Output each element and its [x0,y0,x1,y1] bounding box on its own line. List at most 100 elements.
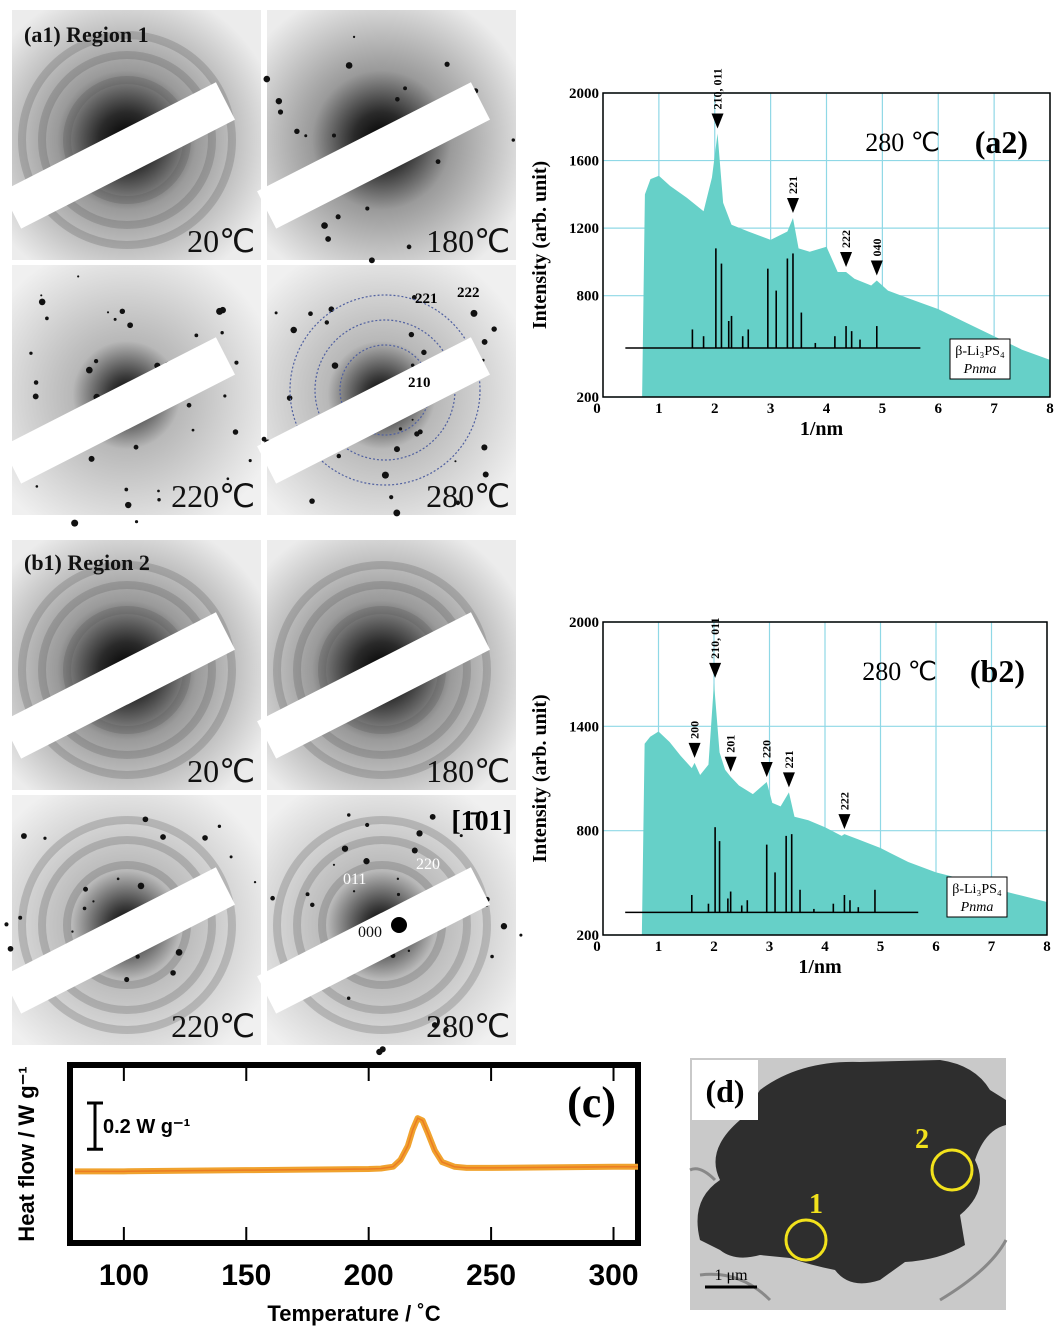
peak-label: 221 [786,176,800,194]
diffuse-ring [38,581,216,759]
beam-stop [2,337,235,484]
spot [455,500,461,506]
spot [454,460,457,463]
spot [482,471,489,478]
spot [331,133,337,138]
peak-label: 210, 011 [708,618,722,659]
spot [290,326,297,334]
y-axis-label: Intensity (arb. unit) [529,694,551,862]
spot [294,128,300,135]
spot [4,922,9,927]
spot [519,933,523,937]
spot [216,307,224,315]
area-label: 1 [809,1189,823,1220]
y-axis-label: Heat flow / W g⁻¹ [14,1066,39,1241]
support-film [689,1167,1008,1302]
x-tick-label: 2 [711,401,719,417]
spot [83,886,88,892]
peak-marker [711,113,724,129]
spot [500,923,508,930]
temperature-label: 180℃ [426,223,510,259]
temperature-label: 280℃ [426,478,510,514]
diffraction-image [257,795,523,1056]
spot [365,206,370,211]
x-axis-label: Temperature / ˚C [267,1301,440,1326]
spot-label: 220 [416,856,440,873]
spot [71,930,74,933]
beam-stop [257,337,490,484]
y-tick-label: 1400 [569,719,599,735]
x-tick-label: 4 [823,401,831,417]
spot [93,358,99,364]
spot [35,485,39,488]
spot [125,501,132,509]
beam-stop [2,82,235,229]
spot [232,429,239,435]
panel-label: (a2) [975,124,1028,160]
peak-marker [782,772,795,788]
diffuse-ring [38,51,216,229]
spot [220,331,224,335]
spot [77,275,80,278]
spot [389,495,394,500]
x-tick-label: 0 [593,401,601,417]
spot [396,877,400,880]
peak-label: 222 [839,230,853,248]
spot [491,326,497,332]
spot [511,138,516,142]
label-box [692,1060,758,1120]
panel-label: (d) [705,1073,744,1109]
micrograph: (d) 1 2 1 μm [689,1058,1008,1310]
spot [275,97,283,105]
diffraction-panels [2,10,523,1056]
spot [261,436,267,442]
spot [43,836,47,840]
spot [365,822,370,828]
spot [490,954,494,959]
spot [71,519,79,527]
beam-stop [257,867,490,1014]
spot [135,954,140,959]
x-tick-label: 200 [344,1259,394,1292]
x-tick-label: 5 [877,939,885,955]
spot [408,331,415,338]
diffraction-image [2,265,261,527]
x-axis-label: 1/nm [800,418,844,440]
peak-label: 222 [837,792,851,810]
x-tick-label: 7 [990,401,998,417]
spot [137,882,145,890]
y-axis-label: Intensity (arb. unit) [529,161,551,329]
diffuse-ring [18,816,236,1034]
condition-label: 280 ℃ [862,657,937,686]
peak-marker [838,814,851,830]
spot [347,813,351,817]
temperature-label: 180℃ [426,753,510,789]
spot [270,895,275,901]
temperature-label: 20℃ [187,223,255,259]
legend-box [946,876,1008,918]
spot [406,244,412,250]
peak-label: 220 [760,740,774,758]
legend-box [949,338,1011,380]
peak-label: 040 [870,238,884,256]
ring-label: 210 [408,375,431,391]
spot [229,855,233,859]
spot [335,214,341,220]
spot [435,159,441,165]
spot [346,996,351,1001]
spot [277,109,284,115]
spot [321,222,328,229]
spot [416,830,423,837]
beam-stop [2,867,235,1014]
spot [142,816,149,823]
spot [352,890,356,893]
spot [310,902,315,908]
spot [443,1027,449,1033]
y-tick-label: 200 [577,390,600,406]
spot [88,455,95,462]
diffuse-ring [38,836,216,1014]
ring-label: 222 [457,285,480,301]
spot [331,362,339,369]
diffuse-ring [273,816,491,1034]
spot [411,294,417,300]
